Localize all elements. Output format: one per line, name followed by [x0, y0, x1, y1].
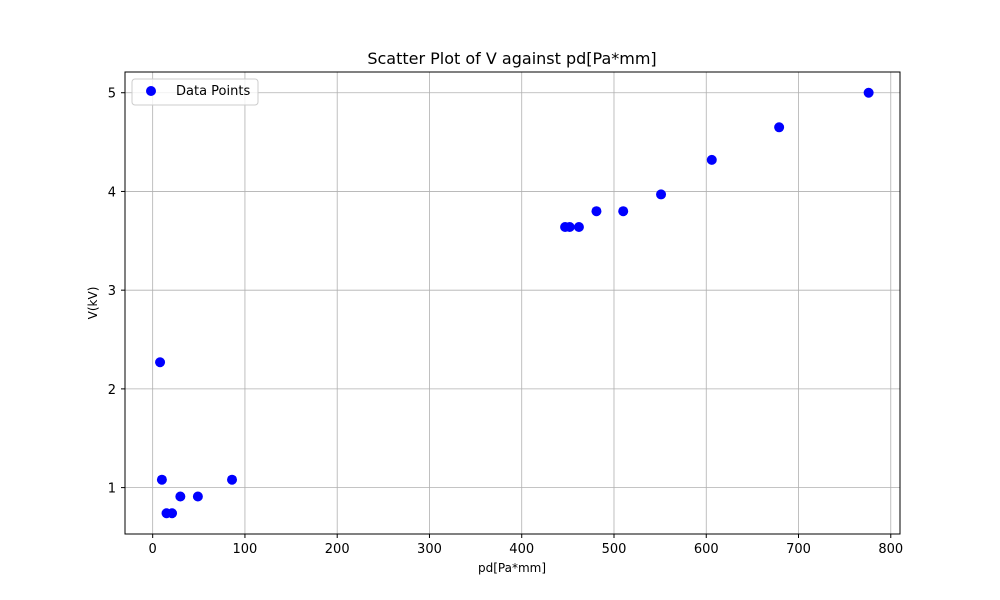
x-tick-label: 600: [694, 542, 719, 557]
data-point: [656, 189, 667, 200]
data-point: [863, 87, 874, 98]
ticks: 0 100 200 300 400 500 600 700 800 1 2 3 4 5: [108, 87, 903, 557]
data-point: [564, 221, 575, 232]
grid: [125, 72, 900, 534]
data-point: [573, 221, 584, 232]
y-tick-label: 2: [108, 383, 116, 398]
x-tick-label: 700: [786, 542, 811, 557]
data-point: [167, 508, 178, 519]
data-point: [175, 491, 186, 502]
x-tick-label: 100: [233, 542, 258, 557]
x-tick-label: 200: [325, 542, 350, 557]
x-tick-label: 800: [878, 542, 903, 557]
x-tick-label: 300: [417, 542, 442, 557]
data-point: [706, 154, 717, 165]
y-tick-label: 3: [108, 284, 116, 299]
x-tick-label: 0: [149, 542, 157, 557]
data-point: [192, 491, 203, 502]
y-axis-label: V(kV): [86, 287, 100, 320]
legend-box: [131, 78, 259, 106]
data-point: [774, 122, 785, 133]
legend: Data Points: [131, 78, 259, 106]
data-point: [155, 357, 166, 368]
data-point: [227, 474, 238, 485]
plot-frame: [124, 71, 901, 535]
data-points: [155, 87, 874, 519]
x-tick-label: 500: [602, 542, 627, 557]
x-tick-label: 400: [509, 542, 534, 557]
legend-marker: [146, 86, 156, 96]
data-point: [591, 206, 602, 217]
data-point: [618, 206, 629, 217]
chart-title: Scatter Plot of V against pd[Pa*mm]: [367, 49, 656, 68]
legend-label: Data Points: [176, 84, 250, 99]
x-axis-label: pd[Pa*mm]: [478, 561, 546, 575]
y-tick-label: 4: [108, 185, 116, 200]
y-tick-label: 1: [108, 482, 116, 497]
data-point: [156, 474, 167, 485]
y-tick-label: 5: [108, 87, 116, 102]
